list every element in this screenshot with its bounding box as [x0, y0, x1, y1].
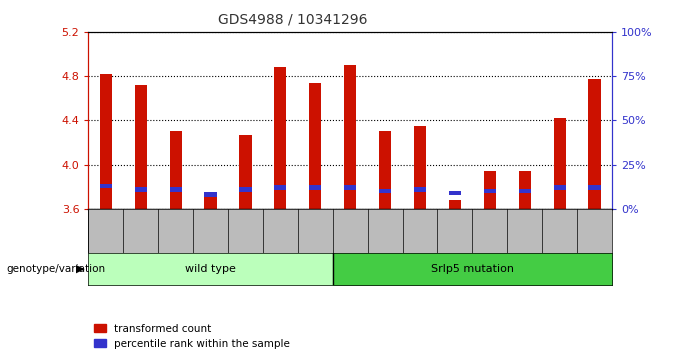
- Bar: [449, 200, 461, 209]
- Bar: [554, 185, 566, 190]
- Legend: transformed count, percentile rank within the sample: transformed count, percentile rank withi…: [94, 324, 290, 349]
- Bar: [309, 83, 322, 209]
- Bar: [379, 131, 391, 209]
- Bar: [449, 191, 461, 195]
- Bar: [379, 189, 391, 193]
- Bar: [344, 185, 356, 190]
- Bar: [169, 131, 182, 209]
- Bar: [274, 185, 286, 190]
- Text: GDS4988 / 10341296: GDS4988 / 10341296: [218, 12, 367, 27]
- Bar: [519, 171, 531, 209]
- Bar: [169, 187, 182, 192]
- Bar: [205, 195, 217, 209]
- Bar: [239, 187, 252, 192]
- Bar: [588, 79, 600, 209]
- Text: genotype/variation: genotype/variation: [7, 264, 106, 274]
- Bar: [274, 67, 286, 209]
- Bar: [483, 189, 496, 193]
- Bar: [414, 187, 426, 192]
- Bar: [135, 187, 147, 192]
- Text: wild type: wild type: [185, 264, 236, 274]
- Bar: [100, 74, 112, 209]
- Bar: [554, 118, 566, 209]
- Bar: [414, 126, 426, 209]
- Bar: [100, 184, 112, 188]
- Bar: [344, 65, 356, 209]
- Bar: [483, 171, 496, 209]
- Bar: [588, 185, 600, 190]
- Bar: [309, 185, 322, 190]
- Bar: [239, 135, 252, 209]
- Text: ▶: ▶: [76, 264, 84, 274]
- Bar: [519, 189, 531, 193]
- Text: Srlp5 mutation: Srlp5 mutation: [431, 264, 514, 274]
- Bar: [205, 193, 217, 197]
- Bar: [135, 85, 147, 209]
